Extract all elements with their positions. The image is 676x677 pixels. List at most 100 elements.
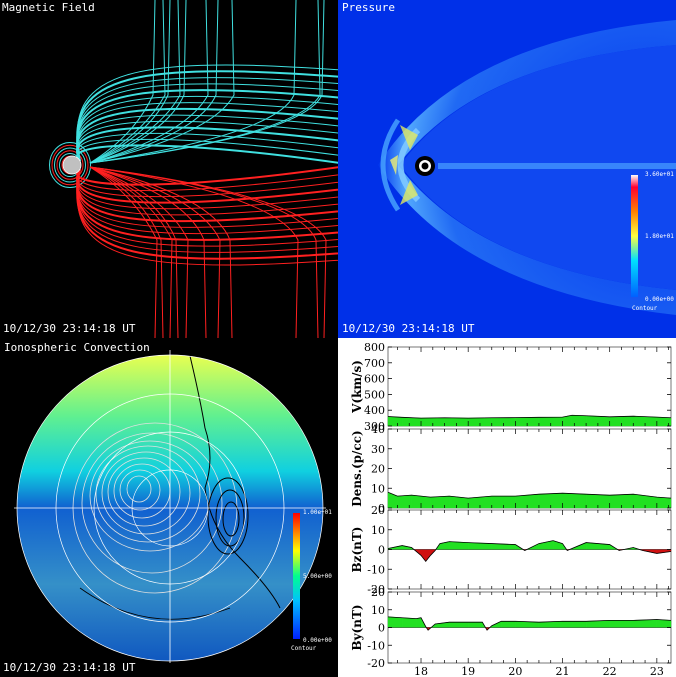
pressure-colorbar-caption: Contour: [632, 305, 658, 312]
pressure-colorbar-max: 3.60e+01: [645, 171, 674, 178]
y-tick-label: 700: [364, 357, 385, 370]
x-tick-label: 19: [461, 665, 475, 677]
data-area-segment: [401, 417, 422, 427]
field-line-north: [89, 0, 171, 164]
ionosphere-plot: [14, 350, 326, 663]
y-tick-label: 600: [364, 373, 385, 386]
field-line-south: [89, 166, 189, 338]
x-tick-label: 18: [414, 665, 428, 677]
subplot-frame: [387, 346, 672, 427]
ionosphere-colorbar-mid: 5.00e+00: [303, 573, 332, 580]
field-line-north: [89, 0, 235, 164]
pressure-title: Pressure: [342, 1, 395, 14]
pressure-panel: Pressure 3.60e+01 1.80e+01 0.00e+00 Cont…: [338, 0, 676, 338]
field-line-north: [89, 0, 325, 164]
pressure-timestamp: 10/12/30 23:14:18 UT: [342, 322, 475, 335]
ionosphere-colorbar-min: 0.00e+00: [303, 637, 332, 644]
ionosphere-timestamp: 10/12/30 23:14:18 UT: [3, 661, 136, 674]
field-line-south: [89, 166, 158, 338]
field-line-north: [89, 0, 187, 164]
y-tick-label: -20: [367, 583, 385, 596]
y-tick-label: 400: [364, 404, 385, 417]
y-tick-label: -20: [367, 657, 385, 670]
ionosphere-colorbar-max: 1.00e+01: [303, 509, 332, 516]
earth-icon: [62, 155, 82, 175]
data-area-segment: [430, 495, 450, 509]
ionosphere-panel: Ionospheric Convection 1.00e+01 5.00e+00…: [0, 338, 338, 677]
y-axis-label: Bz(nT): [350, 527, 364, 573]
data-area-segment: [387, 416, 403, 427]
data-line: [387, 414, 672, 419]
pressure-colorbar-mid: 1.80e+01: [645, 233, 674, 240]
y-tick-label: 20: [371, 586, 385, 599]
data-area-segment: [656, 619, 672, 628]
x-tick-label: 22: [603, 665, 617, 677]
pressure-colorbar: [631, 175, 638, 297]
y-axis-label: Dens.(p/cc): [350, 430, 364, 506]
field-line-south: [89, 166, 221, 338]
magnetic-field-panel: Magnetic Field 10/12/30 23:14:18 UT: [0, 0, 338, 338]
pressure-colorbar-min: 0.00e+00: [645, 296, 674, 303]
data-area-segment: [416, 617, 422, 628]
data-area-segment: [387, 616, 403, 628]
y-tick-label: 30: [371, 443, 385, 456]
data-area-segment: [501, 621, 516, 628]
y-tick-label: 20: [371, 463, 385, 476]
y-tick-label: 300: [364, 420, 385, 433]
y-tick-label: 10: [371, 482, 385, 495]
field-line-south: [89, 166, 299, 338]
data-area-segment: [562, 621, 587, 628]
field-line: [51, 144, 89, 186]
field-line: [54, 147, 86, 183]
field-line-south: [89, 166, 327, 338]
y-tick-label: 0: [378, 544, 385, 557]
data-line: [387, 491, 672, 499]
data-area-segment: [449, 621, 469, 628]
subplot-3: -20 -10 0 10 20 By(nT): [350, 586, 672, 670]
field-line: [56, 150, 84, 180]
field-line-south: [89, 166, 207, 338]
y-tick-label: 10: [371, 524, 385, 537]
magnetic-field-title: Magnetic Field: [2, 1, 95, 14]
field-line-north: [89, 0, 209, 164]
ionosphere-colorbar: [293, 513, 300, 639]
field-line-north: [89, 0, 166, 164]
x-tick-label: 21: [556, 665, 570, 677]
ionosphere-title: Ionospheric Convection: [4, 341, 150, 354]
y-tick-label: 0: [378, 502, 385, 515]
y-tick-label: 20: [371, 504, 385, 517]
y-tick-label: 0: [378, 622, 385, 635]
field-line-north: [76, 64, 338, 162]
pressure-plot: [338, 0, 676, 338]
y-tick-label: 10: [371, 604, 385, 617]
magnetic-field-plot: [49, 0, 338, 338]
data-line: [387, 616, 672, 631]
data-area-segment: [609, 620, 634, 628]
field-line-north: [89, 0, 181, 164]
data-area-segment: [401, 617, 417, 628]
field-line-south: [89, 166, 164, 338]
data-line: [387, 540, 672, 562]
subplot-1: 0 10 20 30 40 Dens.(p/cc): [350, 423, 672, 515]
y-tick-label: 500: [364, 388, 385, 401]
x-tick-label: 20: [508, 665, 522, 677]
y-tick-label: -10: [367, 639, 385, 652]
x-tick-label: 23: [650, 665, 664, 677]
magnetic-field-timestamp: 10/12/30 23:14:18 UT: [3, 322, 136, 335]
field-line-north: [89, 0, 219, 164]
field-line-south: [89, 166, 179, 338]
ionosphere-colorbar-caption: Contour: [291, 645, 317, 652]
data-area-segment: [467, 621, 483, 628]
field-line-north: [89, 0, 156, 164]
y-axis-label: V(km/s): [350, 360, 364, 414]
subplot-2: -20 -10 0 10 20 Bz(nT): [350, 504, 672, 596]
y-tick-label: -10: [367, 563, 385, 576]
solar-wind-timeseries-panel: 300 400 500 600 700 800 V(km/s) 0 10 20 30 40 Dens.(…: [338, 338, 676, 677]
y-axis-label: By(nT): [350, 604, 364, 650]
data-area-segment: [633, 619, 658, 628]
field-line-north: [89, 0, 297, 164]
field-line-south: [76, 168, 338, 266]
field-line-south: [89, 166, 233, 338]
